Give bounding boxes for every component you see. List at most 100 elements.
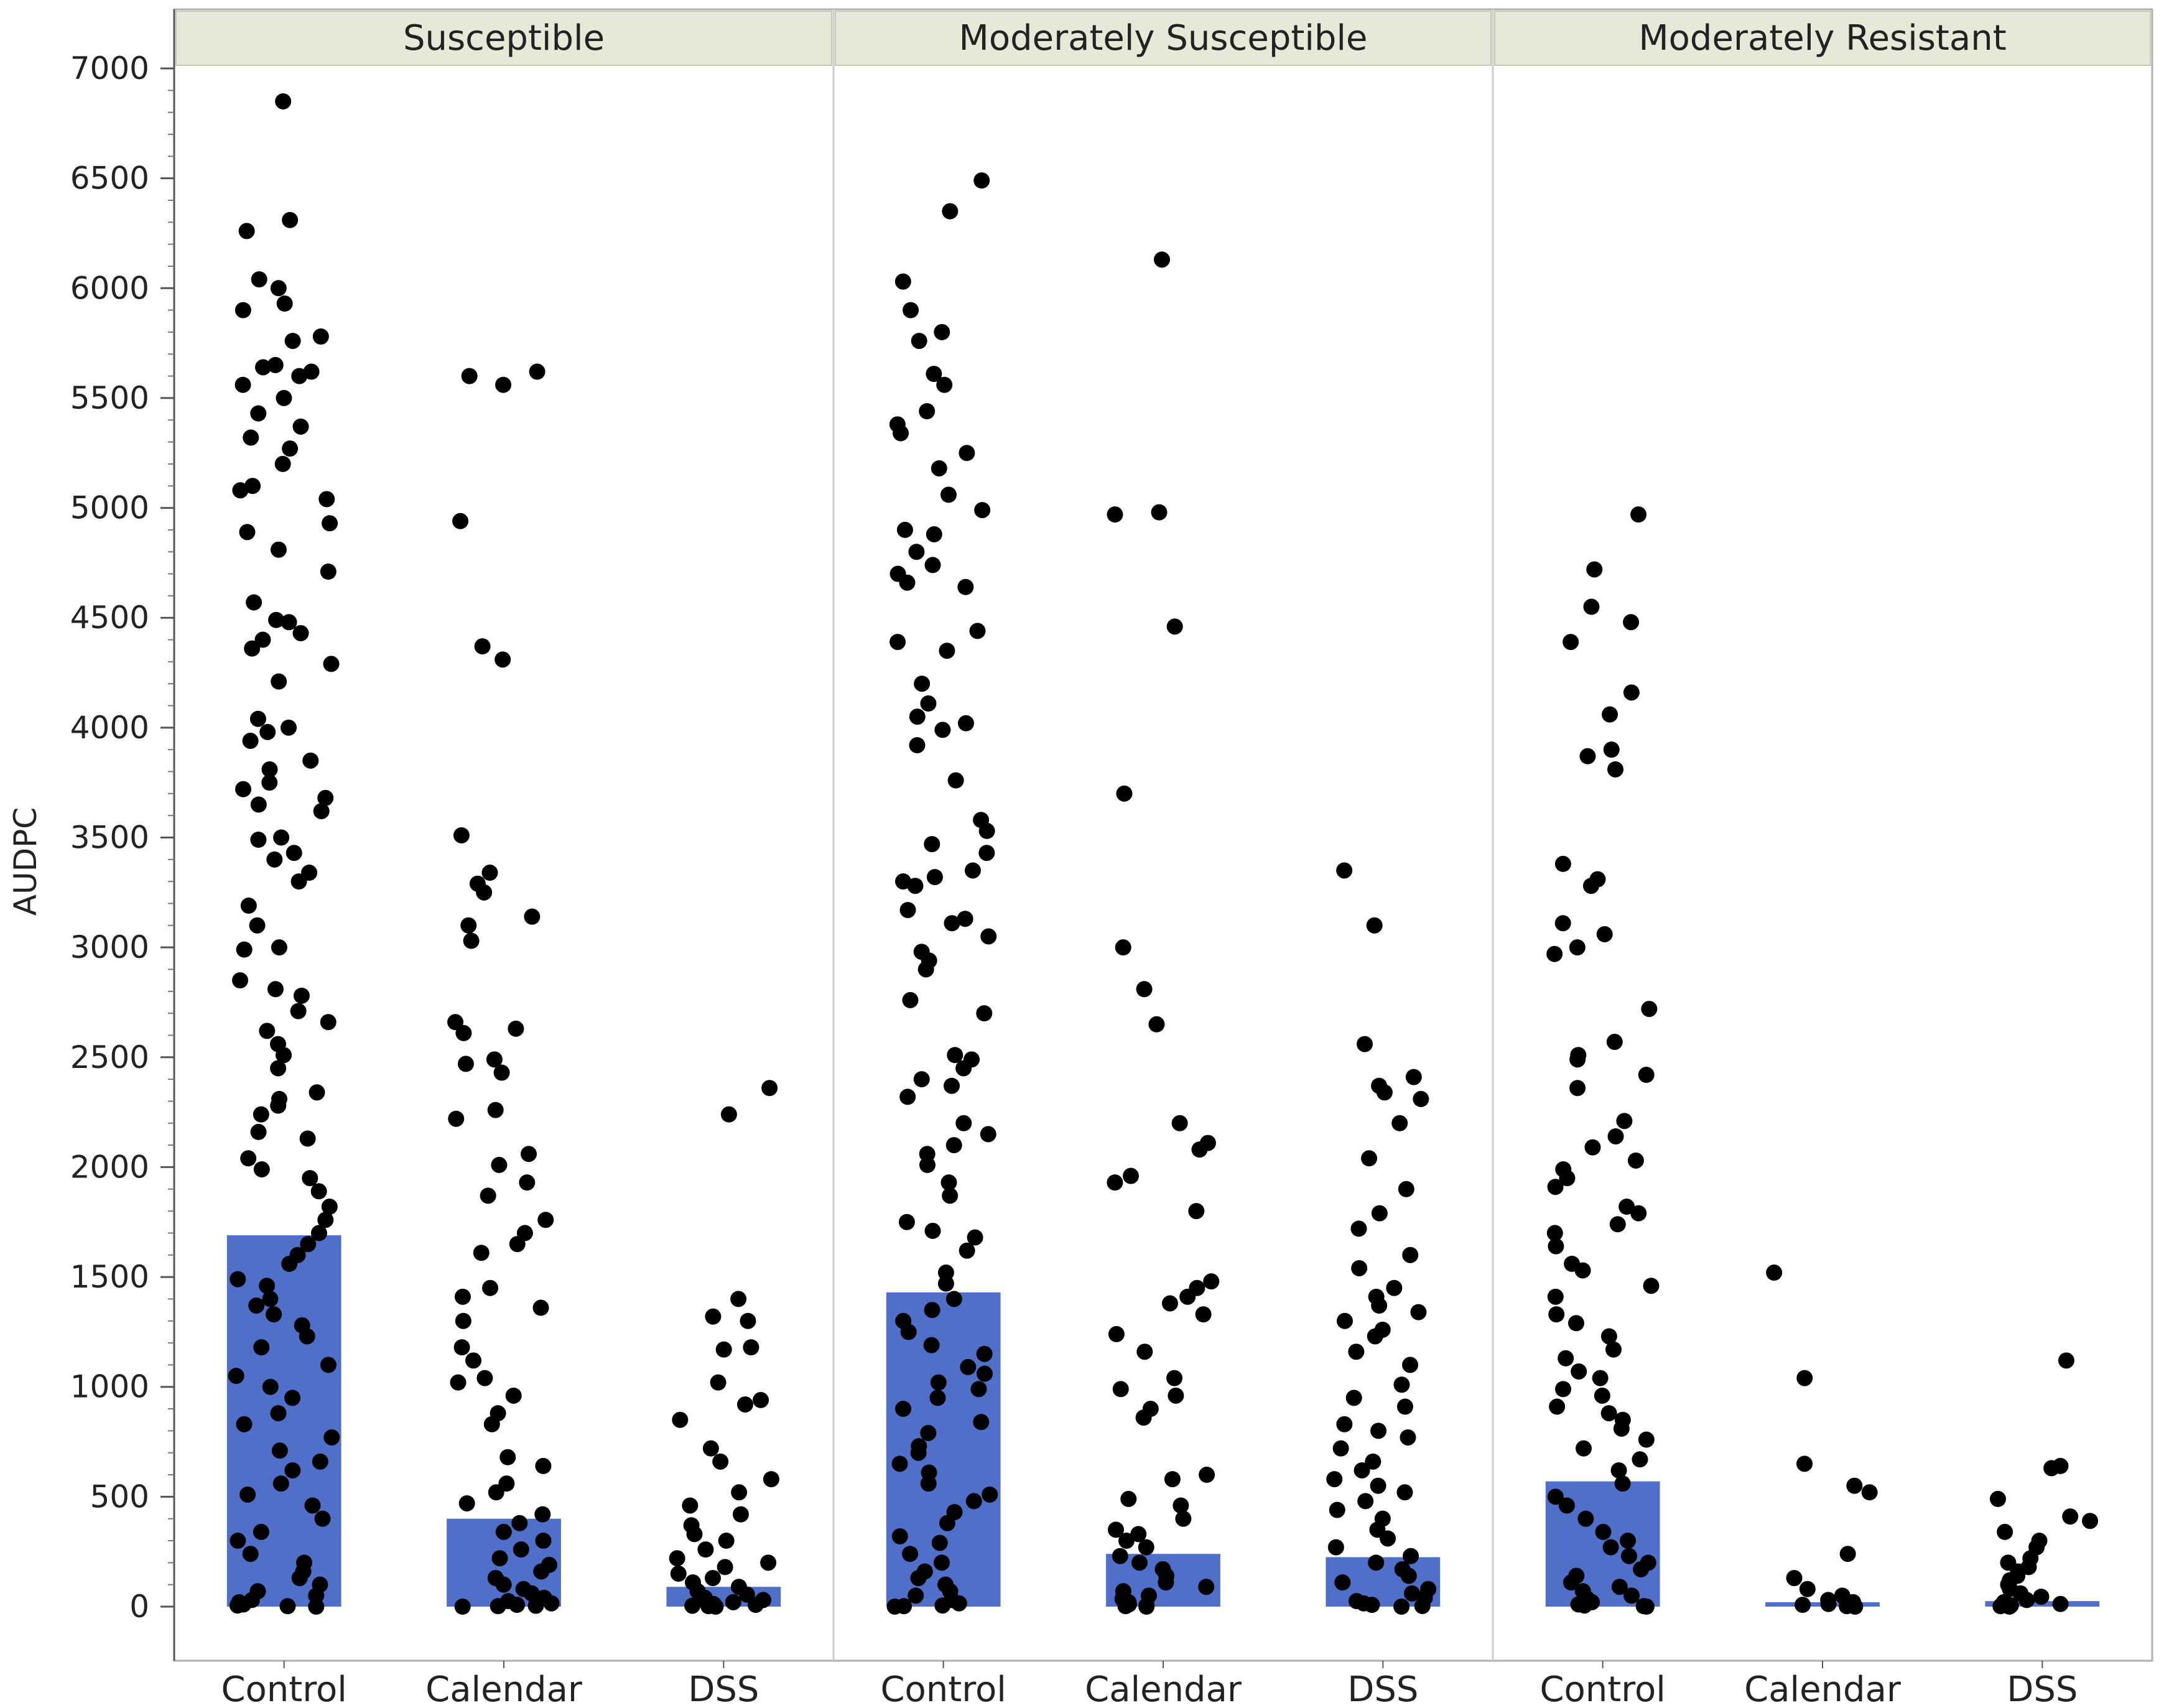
data-point: [282, 440, 299, 457]
x-tick-label: Control: [880, 1669, 1006, 1708]
data-point: [1326, 1471, 1343, 1488]
data-point: [1148, 1016, 1165, 1033]
data-point: [1332, 1440, 1349, 1457]
data-point: [933, 1554, 950, 1571]
data-point: [299, 1130, 316, 1147]
data-point: [924, 836, 940, 853]
data-point: [1559, 1170, 1576, 1187]
data-point: [974, 502, 991, 519]
data-point: [1605, 1341, 1622, 1358]
data-point: [1613, 1420, 1630, 1437]
data-point: [250, 1123, 267, 1140]
data-point: [1577, 1510, 1594, 1527]
panel-2: Moderately Resistant Control Calendar DSS: [1492, 9, 2151, 1708]
data-point: [236, 1416, 253, 1432]
data-point: [704, 1570, 721, 1587]
data-point: [293, 987, 310, 1004]
data-point: [1547, 1488, 1564, 1505]
data-point: [1203, 1273, 1220, 1290]
data-point: [310, 1183, 327, 1200]
y-tick-label: 4000: [70, 710, 149, 746]
data-point: [899, 902, 916, 919]
data-point: [271, 1442, 288, 1459]
data-point: [291, 368, 308, 384]
data-point: [1602, 706, 1618, 723]
data-point: [1329, 1501, 1345, 1518]
data-point: [1614, 1475, 1631, 1492]
data-point: [460, 917, 477, 934]
data-point: [1554, 915, 1571, 932]
data-point: [292, 418, 309, 435]
data-point: [1548, 1238, 1564, 1255]
x-tick-label: DSS: [2007, 1669, 2078, 1708]
data-point: [1108, 1325, 1125, 1342]
data-point: [270, 1097, 287, 1114]
y-tick-label: 5000: [70, 490, 149, 526]
data-point: [715, 1341, 732, 1358]
data-point: [926, 366, 942, 383]
data-point: [1549, 1398, 1566, 1415]
data-point: [1569, 939, 1586, 956]
data-point: [1166, 1370, 1183, 1386]
data-point: [312, 328, 329, 345]
data-point: [924, 1302, 940, 1319]
data-point: [926, 869, 943, 886]
data-point: [508, 1020, 524, 1037]
data-point: [1198, 1579, 1215, 1595]
data-point: [939, 643, 955, 659]
data-point: [267, 356, 284, 373]
data-point: [249, 917, 266, 934]
data-point: [313, 803, 330, 820]
data-point: [900, 1324, 917, 1340]
data-point: [909, 708, 926, 725]
data-point: [235, 376, 251, 393]
data-point: [980, 1126, 996, 1143]
data-point: [1120, 1490, 1137, 1507]
data-point: [473, 1245, 490, 1261]
data-point: [527, 1597, 544, 1614]
data-point: [322, 515, 338, 532]
data-point: [909, 737, 926, 754]
data-point: [259, 1278, 276, 1294]
data-point: [465, 1352, 482, 1369]
data-point: [244, 478, 261, 494]
data-point: [920, 695, 937, 712]
y-tick-label: 2500: [70, 1039, 149, 1075]
data-point: [732, 1506, 749, 1523]
x-tick-label: Control: [221, 1669, 346, 1708]
data-point: [702, 1440, 719, 1457]
data-point: [964, 862, 981, 879]
data-point: [255, 359, 272, 376]
data-point: [902, 1546, 919, 1562]
data-point: [480, 1187, 496, 1204]
data-point: [309, 1084, 325, 1101]
data-point: [534, 1506, 551, 1523]
data-point: [323, 1429, 340, 1446]
data-point: [1796, 1370, 1813, 1386]
y-tick-label: 4500: [70, 600, 149, 636]
data-point: [1643, 1278, 1660, 1294]
data-point: [730, 1291, 747, 1307]
data-point: [232, 482, 249, 499]
data-point: [291, 1570, 308, 1587]
data-point: [1602, 1539, 1619, 1556]
data-point: [282, 211, 299, 228]
data-point: [1115, 939, 1131, 956]
data-point: [957, 715, 974, 731]
data-point: [229, 1597, 246, 1614]
data-point: [1166, 618, 1183, 635]
data-point: [736, 1396, 753, 1413]
data-point: [1567, 1315, 1584, 1332]
data-point: [973, 172, 990, 189]
data-point: [889, 634, 906, 651]
data-point: [2018, 1592, 2035, 1608]
data-point: [1348, 1344, 1365, 1360]
data-point: [495, 651, 511, 668]
data-point: [947, 772, 964, 789]
data-point: [753, 1391, 769, 1408]
data-point: [259, 723, 276, 740]
y-tick-label: 3500: [70, 820, 149, 856]
data-point: [253, 1523, 269, 1540]
data-point: [249, 710, 266, 727]
